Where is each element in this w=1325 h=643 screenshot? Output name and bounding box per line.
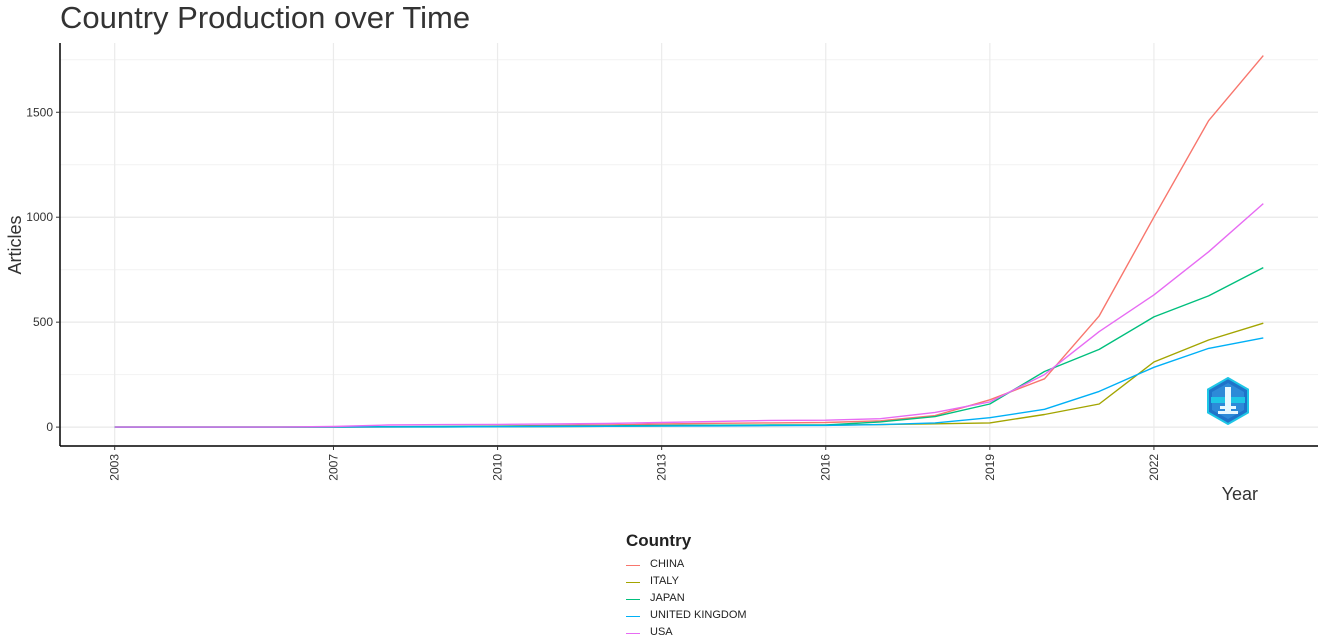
- y-tick-label: 500: [33, 315, 53, 329]
- legend-label: USA: [650, 626, 673, 638]
- legend-label: ITALY: [650, 575, 679, 587]
- x-tick-label: 2010: [491, 454, 505, 481]
- series-line-usa: [114, 203, 1264, 428]
- legend-item: CHINA: [626, 557, 691, 574]
- x-tick-label: 2013: [655, 454, 669, 481]
- chart-title: Country Production over Time: [60, 0, 471, 35]
- y-tick-label: 1000: [26, 210, 53, 224]
- legend-label: CHINA: [650, 558, 685, 570]
- series-line-japan: [114, 266, 1264, 428]
- x-tick-label: 2016: [819, 454, 833, 481]
- y-tick-label: 1500: [26, 105, 53, 119]
- x-axis-title: Year: [1222, 484, 1258, 504]
- y-tick-label: 0: [46, 420, 53, 434]
- series-line-united-kingdom: [114, 337, 1264, 428]
- grid-lines: [60, 43, 1318, 446]
- legend-items: CHINA ITALY JAPAN UNITED KINGDOM USA: [626, 557, 747, 642]
- series-lines: [114, 55, 1264, 428]
- x-tick-label: 2022: [1147, 454, 1161, 481]
- legend-item: USA: [626, 625, 691, 642]
- x-tick-label: 2019: [983, 454, 997, 481]
- bibliometrix-logo-icon: [1207, 377, 1249, 425]
- x-tick-label: 2007: [326, 454, 340, 481]
- legend-label: UNITED KINGDOM: [650, 609, 747, 621]
- x-tick-label: 2003: [108, 454, 122, 481]
- legend-key-line: [626, 582, 640, 583]
- y-axis-title: Articles: [5, 215, 25, 274]
- legend-item: ITALY: [626, 574, 691, 591]
- legend-title: Country: [626, 531, 692, 550]
- legend-key-line: [626, 616, 640, 617]
- legend-item: JAPAN: [626, 591, 691, 608]
- legend-key-line: [626, 565, 640, 566]
- axes: [56, 43, 1318, 450]
- series-line-china: [114, 55, 1264, 428]
- tick-labels: 0 500 1000 1500 2003 2007 2010 2013 2016 2019 2022: [26, 105, 1161, 480]
- legend-key-line: [626, 599, 640, 600]
- legend: Country CHINA ITALY JAPAN UNITED KINGDOM USA: [626, 531, 747, 642]
- legend-label: JAPAN: [650, 592, 685, 604]
- legend-item: UNITED KINGDOM: [626, 608, 747, 625]
- legend-key-line: [626, 633, 640, 634]
